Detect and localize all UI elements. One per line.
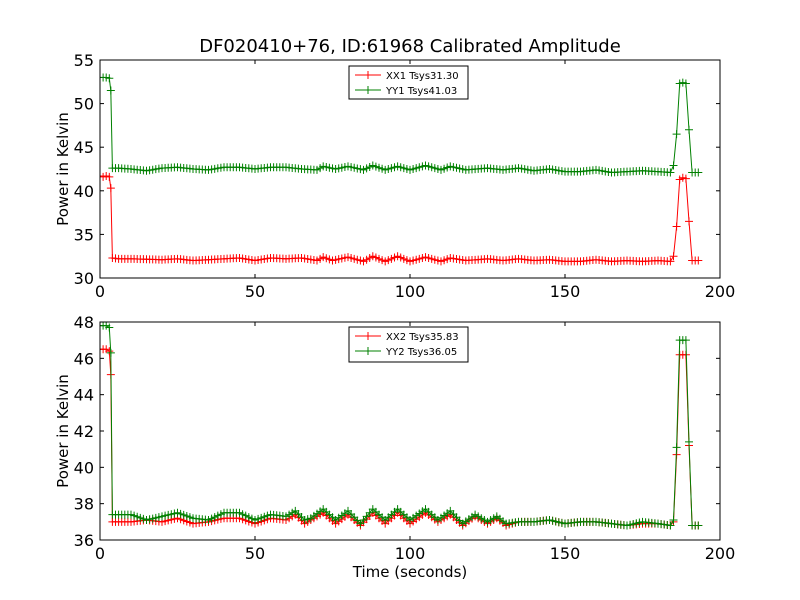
data-point (694, 521, 703, 530)
x-axis-label: Time (seconds) (352, 563, 468, 581)
y-tick-label: 36 (74, 531, 94, 550)
legend-marker (364, 71, 372, 79)
data-point (106, 184, 115, 193)
y-tick-label: 42 (74, 422, 94, 441)
data-point (694, 256, 703, 265)
legend-entry-label: XX1 Tsys31.30 (386, 71, 459, 82)
x-tick-label: 100 (395, 544, 426, 563)
x-tick-label: 50 (245, 282, 265, 301)
x-tick-label: 150 (550, 282, 581, 301)
data-point (105, 172, 114, 181)
y-axis-label: Power in Kelvin (54, 112, 72, 226)
legend-marker (364, 332, 372, 340)
data-point (672, 130, 681, 139)
data-point (669, 252, 678, 261)
series-markers-2 (100, 322, 703, 530)
data-point (672, 443, 681, 452)
data-point (685, 125, 693, 134)
x-tick-label: 100 (395, 282, 426, 301)
x-tick-label: 150 (550, 544, 581, 563)
legend-entry-label: XX2 Tsys35.83 (386, 332, 459, 343)
legend-marker (364, 347, 372, 355)
data-point (694, 168, 703, 177)
data-point (105, 347, 114, 356)
data-point (106, 86, 115, 95)
data-point (105, 74, 114, 83)
y-tick-label: 30 (74, 269, 94, 288)
x-tick-label: 200 (705, 282, 736, 301)
y-tick-label: 48 (74, 313, 94, 332)
data-point (669, 516, 678, 525)
legend-entry-label: YY2 Tsys36.05 (385, 347, 457, 358)
x-tick-label: 50 (245, 544, 265, 563)
chart-title: DF020410+76, ID:61968 Calibrated Amplitu… (199, 36, 621, 57)
data-point (672, 222, 681, 231)
legend: XX2 Tsys35.83 YY2 Tsys36.05 (348, 326, 469, 363)
data-point (666, 257, 675, 266)
y-tick-label: 40 (74, 458, 94, 477)
y-tick-label: 46 (74, 349, 94, 368)
y-tick-label: 38 (74, 495, 94, 514)
y-axis-label: Power in Kelvin (54, 374, 72, 488)
legend-marker (364, 86, 372, 94)
x-tick-label: 0 (95, 282, 105, 301)
y-tick-label: 44 (74, 386, 94, 405)
bottom-panel: 0 50 100 150 200 36 38 40 42 44 46 48 Power in Kelvi… (54, 313, 735, 581)
data-point (681, 336, 690, 345)
data-point (666, 521, 675, 530)
legend-box (348, 326, 469, 363)
data-point (105, 323, 114, 332)
plot-area (100, 73, 703, 266)
legend: XX1 Tsys31.30 YY1 Tsys41.03 (348, 65, 469, 100)
y-tick-label: 50 (74, 95, 94, 114)
legend-entry-label: YY1 Tsys41.03 (385, 86, 457, 97)
data-point (685, 217, 693, 226)
top-panel: 0 50 100 150 200 30 35 40 45 50 55 Power in Kelvin X… (54, 51, 735, 301)
data-point (106, 348, 115, 357)
data-point (681, 79, 690, 88)
legend-box (348, 65, 469, 100)
data-point (685, 437, 693, 446)
plot-area (100, 322, 703, 530)
y-tick-label: 55 (74, 51, 94, 70)
series-markers-2 (100, 73, 703, 177)
x-tick-label: 0 (95, 544, 105, 563)
data-point (669, 161, 678, 170)
y-tick-label: 45 (74, 138, 94, 157)
y-tick-label: 35 (74, 225, 94, 244)
data-point (666, 168, 675, 177)
x-tick-label: 200 (705, 544, 736, 563)
series-markers-1 (100, 171, 703, 266)
data-point (681, 174, 690, 183)
y-tick-label: 40 (74, 182, 94, 201)
